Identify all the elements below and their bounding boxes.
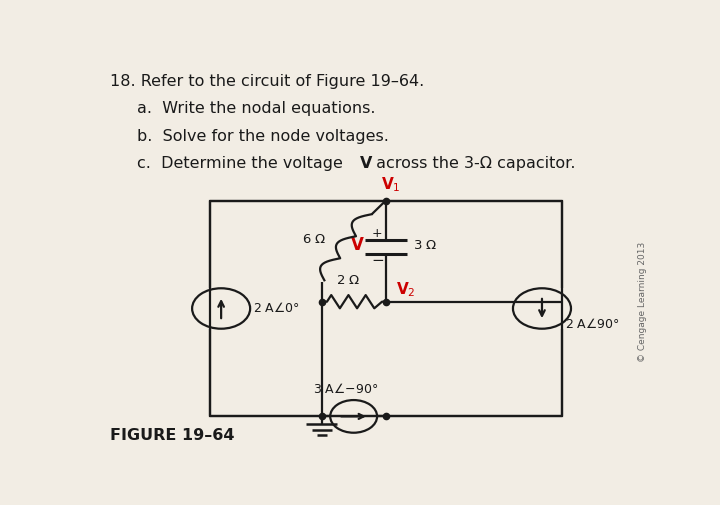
Text: V$_2$: V$_2$ [396,280,415,298]
Text: 2 $\Omega$: 2 $\Omega$ [336,274,360,287]
Text: 18. Refer to the circuit of Figure 19–64.: 18. Refer to the circuit of Figure 19–64… [109,74,424,89]
Text: across the 3-Ω capacitor.: across the 3-Ω capacitor. [371,156,575,171]
Text: +: + [372,227,383,240]
Text: V$_1$: V$_1$ [382,175,401,193]
Text: FIGURE 19–64: FIGURE 19–64 [109,428,234,443]
Text: 6 $\Omega$: 6 $\Omega$ [302,233,327,246]
Text: 3 A$\angle$$-$90°: 3 A$\angle$$-$90° [313,382,379,396]
Text: 2 A$\angle$0°: 2 A$\angle$0° [253,301,300,316]
Text: 2 A$\angle$90°: 2 A$\angle$90° [565,317,620,331]
Text: 3 $\Omega$: 3 $\Omega$ [413,239,437,252]
Text: V: V [351,236,364,255]
Text: a.  Write the nodal equations.: a. Write the nodal equations. [138,102,376,117]
Bar [210,200,562,417]
Text: −: − [371,253,384,268]
Text: c.  Determine the voltage: c. Determine the voltage [138,156,348,171]
Text: V: V [360,156,372,171]
Text: © Cengage Learning 2013: © Cengage Learning 2013 [638,241,647,362]
Text: b.  Solve for the node voltages.: b. Solve for the node voltages. [138,129,390,143]
